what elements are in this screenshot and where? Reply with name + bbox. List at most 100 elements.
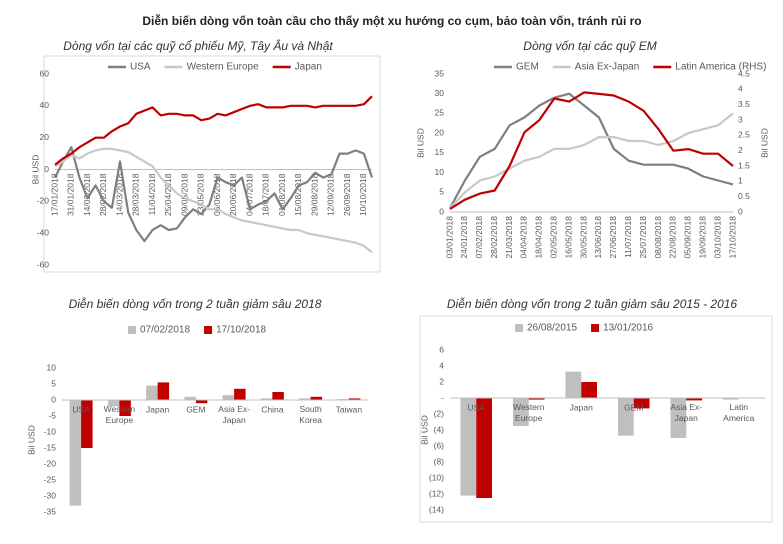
x-tick-label: 28/03/2018	[131, 173, 141, 216]
x-tick-label: 30/05/2018	[578, 216, 588, 259]
bar	[310, 396, 323, 400]
x-tick-label: 03/10/2018	[712, 216, 722, 259]
y-tick-label: -20	[37, 196, 50, 206]
x-tick-label: 10/10/2018	[358, 173, 368, 216]
bar	[723, 398, 739, 400]
figure-title: Diễn biến dòng vốn toàn cầu cho thấy một…	[142, 13, 641, 28]
x-tick-label: 17/10/2018	[727, 216, 737, 259]
axis-label: Bil USD	[759, 128, 769, 158]
x-tick-label: 22/08/2018	[668, 216, 678, 259]
y-tick-label: 4.5	[738, 68, 750, 78]
x-tick-label: 04/04/2018	[519, 216, 529, 259]
axis-label: Bil USD	[415, 128, 425, 158]
y-tick-label: (4)	[434, 424, 445, 434]
y-tick-label: 30	[435, 88, 445, 98]
x-tick-label: China	[261, 404, 283, 414]
x-tick-label: Japan	[146, 404, 169, 414]
bar	[670, 398, 687, 438]
x-tick-label: 29/08/2018	[309, 173, 319, 216]
y-tick-label: 0	[738, 206, 743, 216]
legend-label: Latin America (RHS)	[675, 62, 766, 73]
y-tick-label: (14)	[429, 504, 444, 514]
bar	[460, 398, 477, 496]
y-tick-label: 20	[435, 127, 445, 137]
series-line	[54, 146, 374, 243]
x-tick-label: 07/02/2018	[474, 216, 484, 259]
y-tick-label: 1.5	[738, 160, 750, 170]
bar	[234, 388, 246, 400]
x-tick-label: 02/05/2018	[549, 216, 559, 259]
x-tick-label: 12/09/2018	[326, 173, 336, 216]
series-line	[449, 92, 734, 209]
x-tick-label: 28/02/2018	[489, 216, 499, 259]
y-tick-label: 2	[738, 145, 743, 155]
y-tick-label: 40	[40, 100, 50, 110]
y-tick-label: 4	[738, 84, 743, 94]
chart-title: Diễn biến dòng vốn trong 2 tuần giảm sâu…	[69, 296, 322, 311]
bar	[686, 398, 702, 401]
chart-title: Dòng vốn tại các quỹ cổ phiếu Mỹ, Tây Âu…	[63, 38, 333, 53]
x-tick-label: 23/05/2018	[196, 173, 206, 216]
x-tick-label: USA	[72, 404, 90, 414]
y-tick-label: 0	[44, 164, 49, 174]
x-tick-label: 16/05/2018	[563, 216, 573, 259]
y-tick-label: 1	[738, 176, 743, 186]
chart-title: Dòng vốn tại các quỹ EM	[523, 39, 656, 53]
x-tick-label: 24/01/2018	[459, 216, 469, 259]
y-tick-label: 15	[435, 147, 445, 157]
y-tick-label: 2	[439, 376, 444, 386]
x-tick-label: Latin America	[723, 402, 754, 423]
y-tick-label: -5	[48, 410, 56, 420]
bar	[107, 400, 120, 407]
legend-label: USA	[130, 62, 151, 73]
y-tick-label: -	[441, 392, 444, 402]
y-tick-label: (10)	[429, 472, 444, 482]
y-tick-label: 60	[40, 68, 50, 78]
y-tick-label: 3	[738, 114, 743, 124]
x-tick-label: 28/02/2018	[98, 173, 108, 216]
y-tick-label: 10	[435, 167, 445, 177]
x-tick-label: 11/04/2018	[147, 173, 157, 215]
series-line	[54, 95, 373, 166]
legend-label: 17/10/2018	[216, 325, 266, 336]
legend-label: GEM	[516, 62, 539, 73]
bar	[348, 398, 361, 400]
bar	[618, 398, 634, 436]
y-tick-label: -35	[44, 506, 57, 516]
y-tick-label: (12)	[429, 488, 444, 498]
x-tick-label: 15/08/2018	[293, 173, 303, 216]
x-tick-label: 20/06/2018	[228, 173, 238, 216]
chart-title: Diễn biến dòng vốn trong 2 tuần giảm sâu…	[447, 296, 738, 311]
y-tick-label: 0	[51, 394, 56, 404]
y-tick-label: -40	[37, 227, 50, 237]
x-tick-label: 05/09/2018	[683, 216, 693, 259]
legend-label: Japan	[295, 62, 322, 73]
axis-label: Bil USD	[26, 425, 36, 455]
axis-label: Bil USD	[30, 155, 40, 185]
x-tick-label: South Korea	[299, 404, 322, 425]
bar	[146, 385, 158, 400]
x-tick-label: 21/03/2018	[504, 216, 514, 259]
x-tick-label: 14/03/2018	[114, 173, 124, 216]
legend-label: 26/08/2015	[527, 323, 577, 334]
bar	[260, 398, 273, 400]
y-tick-label: 5	[51, 378, 56, 388]
x-tick-label: 26/09/2018	[342, 173, 352, 216]
bar	[565, 371, 582, 398]
bar	[272, 392, 284, 400]
legend-swatch	[128, 326, 136, 334]
x-tick-label: Western Europe	[104, 404, 136, 425]
y-tick-label: 0.5	[738, 191, 750, 201]
series-line	[449, 91, 734, 210]
bar	[195, 400, 208, 404]
y-tick-label: -25	[44, 474, 57, 484]
y-tick-label: -30	[44, 490, 57, 500]
y-tick-label: 0	[439, 206, 444, 216]
y-tick-label: 25	[435, 108, 445, 118]
bar	[184, 396, 196, 400]
x-tick-label: 31/01/2018	[66, 173, 76, 216]
x-tick-label: 19/09/2018	[697, 216, 707, 259]
bar	[81, 400, 93, 448]
panel-frame	[43, 55, 381, 273]
